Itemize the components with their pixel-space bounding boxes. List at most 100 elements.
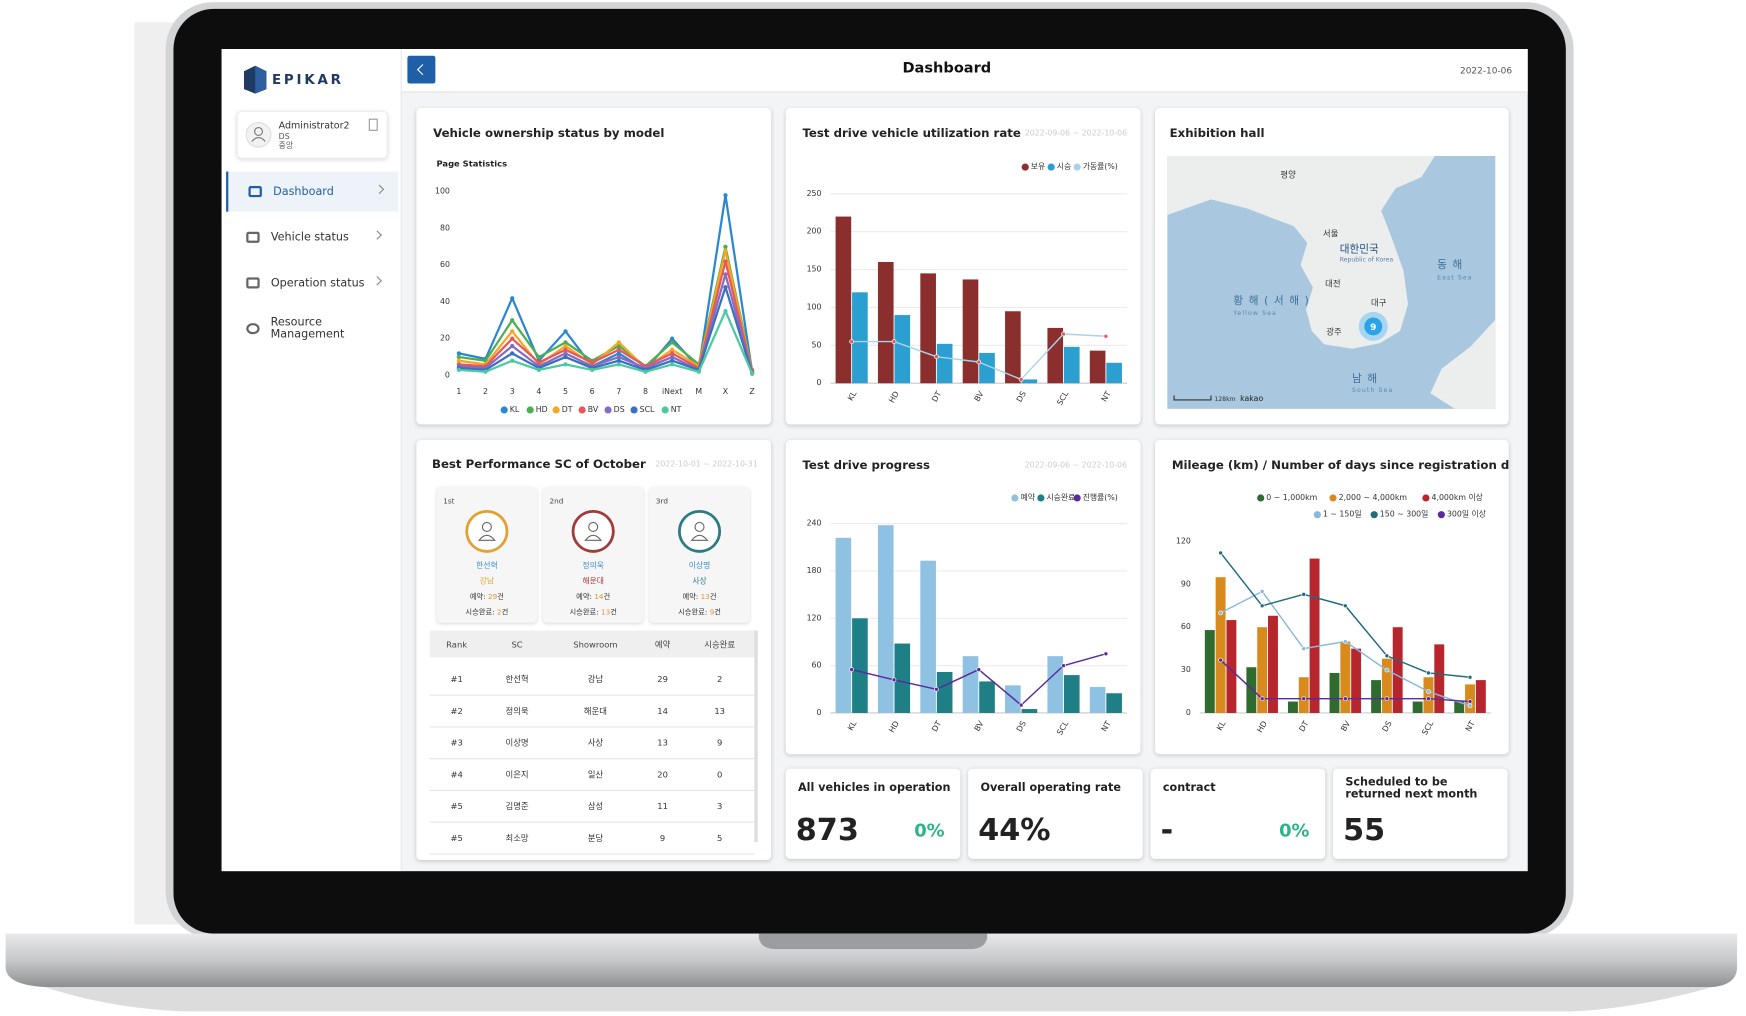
x-tick-label: iNext — [662, 387, 682, 396]
x-tick-label: BV — [973, 719, 986, 733]
line-point — [934, 354, 939, 360]
nav-item[interactable]: Vehicle status — [226, 217, 396, 257]
bar — [1412, 701, 1423, 713]
bar — [1047, 327, 1064, 384]
line-point — [670, 351, 675, 356]
y-tick-label: 30 — [1181, 665, 1191, 674]
line-point — [696, 369, 701, 374]
logout-icon[interactable] — [368, 118, 378, 131]
nav-item[interactable]: Operation status — [226, 263, 396, 303]
kpi-label: All vehicles in operation — [798, 782, 951, 795]
mileage-panel: Mileage (km) / Number of days since regi… — [1155, 440, 1509, 755]
line-point — [849, 339, 855, 344]
line-point — [536, 360, 541, 365]
line-point — [563, 354, 568, 360]
line-point — [616, 358, 621, 363]
bar — [1246, 667, 1257, 713]
kpi-label: contract — [1162, 782, 1216, 795]
line-point — [1018, 702, 1024, 708]
bar — [920, 560, 936, 713]
bar — [1106, 693, 1122, 713]
line-point — [723, 248, 728, 253]
y-tick-label: 0 — [817, 378, 822, 387]
line-point — [670, 354, 675, 360]
line-point — [1218, 550, 1223, 556]
map-label: Yellow Sea — [1232, 310, 1276, 317]
avatar-head — [254, 127, 264, 136]
series-line — [458, 194, 754, 372]
bar — [877, 262, 894, 384]
panel-title: Best Performance SC of October — [432, 457, 646, 471]
avatar-body — [477, 534, 496, 541]
series-line — [458, 286, 754, 374]
line-point — [723, 193, 728, 198]
ownership-panel: Vehicle ownership status by model Page St… — [416, 108, 772, 425]
done-label: 시승완료: — [465, 608, 497, 617]
header: Dashboard 2022-10-06 — [401, 49, 1528, 93]
line-point — [976, 667, 982, 672]
rank-label: 3rd — [656, 496, 668, 505]
panel-title: Test drive vehicle utilization rate — [802, 126, 1020, 140]
rank-name: 정의욱 — [582, 560, 604, 570]
panel-title: Vehicle ownership status by model — [433, 126, 664, 140]
nav-chevron — [372, 230, 382, 240]
legend-swatch — [1422, 494, 1430, 502]
map-label: 남 해 — [1352, 372, 1378, 385]
bar — [979, 681, 995, 713]
map-label: 대한민국 — [1340, 244, 1379, 256]
line-point — [510, 296, 515, 301]
kpi-value: - — [1160, 813, 1174, 848]
line-point — [1384, 653, 1390, 659]
header-date: 2022-10-06 — [1460, 65, 1513, 76]
rank-showroom: 해운대 — [582, 576, 604, 586]
nav-item[interactable]: Dashboard — [226, 171, 399, 212]
table-cell: 0 — [717, 769, 722, 779]
nav-item[interactable]: Resource Management — [226, 309, 396, 349]
map-attribution: kakao — [1240, 394, 1263, 403]
legend-label: KL — [510, 405, 520, 414]
reserve-unit: 건 — [497, 592, 504, 601]
legend-swatch — [578, 406, 586, 414]
x-tick-label: 5 — [563, 387, 568, 396]
map-label: East Sea — [1437, 274, 1473, 281]
table-cell: 2 — [717, 674, 722, 684]
line-point — [1342, 639, 1348, 644]
line-point — [536, 367, 541, 373]
bar — [1351, 648, 1362, 713]
line-point — [1301, 591, 1307, 597]
y-tick-label: 100 — [807, 302, 822, 311]
legend-label: SCL — [640, 405, 655, 414]
bar — [1329, 672, 1340, 713]
reserve-unit: 건 — [604, 592, 611, 601]
map-land — [1167, 155, 1435, 349]
nav-label: Vehicle status — [270, 231, 349, 244]
line-point — [723, 244, 728, 249]
sidebar-top: EPIKAR Administrator2 DS 중앙 — [236, 65, 388, 159]
map-cluster[interactable] — [1364, 317, 1383, 336]
table-cell: 이은지 — [506, 769, 529, 779]
line-point — [1467, 674, 1473, 680]
table-cell: 13 — [657, 738, 668, 748]
line-point — [1342, 696, 1348, 702]
line-point — [749, 371, 755, 376]
line-point — [1061, 331, 1066, 337]
table-cell: 삼성 — [588, 801, 603, 811]
table-header: Rank — [446, 640, 467, 650]
line-point — [616, 340, 621, 345]
kpi-change: 0% — [914, 819, 945, 842]
rank-done: 시승완료: 2건 — [465, 608, 508, 617]
table-cell: 9 — [717, 738, 722, 748]
page-title: Dashboard — [902, 60, 992, 77]
legend-swatch — [661, 406, 669, 414]
line-point — [1384, 667, 1390, 673]
map-scale-bar — [1173, 395, 1212, 401]
line-point — [510, 351, 515, 356]
rank-name: 이상명 — [689, 560, 711, 570]
line-point — [590, 360, 595, 365]
back-button[interactable] — [407, 55, 436, 84]
x-tick-label: HD — [887, 719, 901, 734]
x-tick-label: KL — [1215, 719, 1228, 732]
legend-swatch — [1011, 494, 1019, 502]
line-point — [536, 354, 541, 360]
